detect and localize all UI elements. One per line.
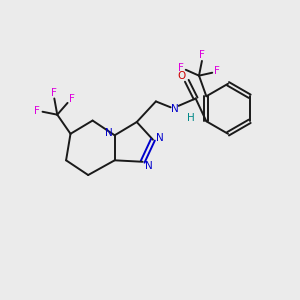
Text: H: H xyxy=(187,112,195,123)
Text: N: N xyxy=(155,133,163,143)
Text: N: N xyxy=(106,128,113,138)
Text: F: F xyxy=(51,88,57,98)
Text: F: F xyxy=(34,106,40,116)
Text: F: F xyxy=(199,50,205,60)
Text: N: N xyxy=(171,104,179,114)
Text: N: N xyxy=(145,161,152,171)
Text: F: F xyxy=(214,66,220,76)
Text: F: F xyxy=(69,94,75,104)
Text: O: O xyxy=(177,70,186,80)
Text: F: F xyxy=(178,63,184,73)
